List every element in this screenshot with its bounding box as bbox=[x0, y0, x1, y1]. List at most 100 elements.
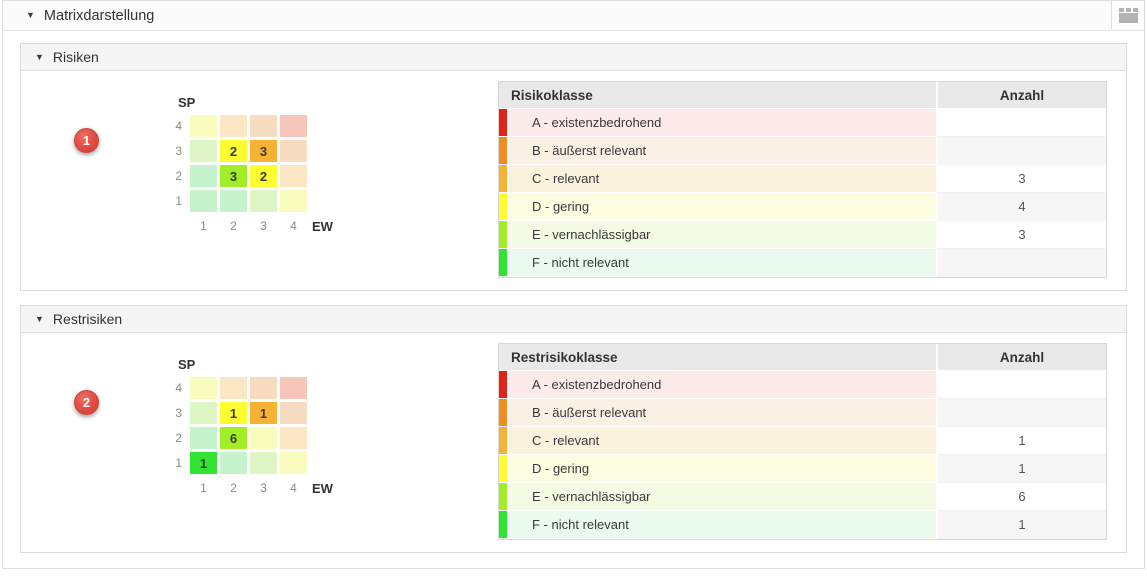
class-color-swatch bbox=[499, 249, 509, 276]
risk-class-header-cell: Restrisikoklasse bbox=[499, 344, 936, 371]
matrix-col-label: 1 bbox=[200, 481, 207, 495]
matrix-cell bbox=[250, 452, 277, 474]
count-cell bbox=[936, 249, 1106, 277]
table-zone: Restrisikoklasse Anzahl A - existenzbedr… bbox=[498, 343, 1107, 552]
matrix-cell bbox=[280, 190, 307, 212]
matrix-cell: 1 bbox=[250, 402, 277, 424]
marker-badge[interactable]: 2 bbox=[74, 390, 99, 415]
matrix-cell: 2 bbox=[220, 140, 247, 162]
matrix-cell bbox=[280, 377, 307, 399]
count-header-cell: Anzahl bbox=[936, 344, 1106, 371]
risk-class-cell: B - äußerst relevant bbox=[499, 137, 936, 165]
table-row: F - nicht relevant 1 bbox=[499, 511, 1106, 539]
matrix-cell bbox=[280, 165, 307, 187]
risk-table-body: A - existenzbedrohend B - äußerst relevan… bbox=[499, 371, 1106, 539]
matrix-col-label: 1 bbox=[200, 219, 207, 233]
risk-class-cell: D - gering bbox=[499, 455, 936, 483]
table-row: A - existenzbedrohend bbox=[499, 109, 1106, 137]
count-cell: 1 bbox=[936, 511, 1106, 539]
risk-class-header-cell: Risikoklasse bbox=[499, 82, 936, 109]
matrix-row-label: 2 bbox=[175, 431, 182, 445]
matrix-col-label: 3 bbox=[260, 219, 267, 233]
count-cell bbox=[936, 371, 1106, 399]
panel-collapse-header[interactable]: ▼ Risiken bbox=[21, 44, 1126, 71]
panel-layout-icon bbox=[1118, 8, 1138, 23]
matrix-col-label: 2 bbox=[230, 219, 237, 233]
matrix-cell bbox=[280, 140, 307, 162]
risk-class-cell: A - existenzbedrohend bbox=[499, 109, 936, 137]
matrix-cell: 1 bbox=[220, 402, 247, 424]
section-collapse-header[interactable]: ▼ Matrixdarstellung bbox=[3, 1, 1111, 30]
panel-body: 1 SP 4 3 2 3 2 3 2 1 1 2 3 4 EW Risikoklasse Anzahl … bbox=[21, 71, 1126, 290]
matrix-row-label: 4 bbox=[175, 381, 182, 395]
matrix-col-label: 3 bbox=[260, 481, 267, 495]
count-header-cell: Anzahl bbox=[936, 82, 1106, 109]
matrix-col-label: 4 bbox=[290, 219, 297, 233]
matrix-cell bbox=[190, 377, 217, 399]
matrix-cell bbox=[190, 427, 217, 449]
matrix-col-label: 4 bbox=[290, 481, 297, 495]
class-color-swatch bbox=[499, 109, 509, 136]
risk-class-cell: E - vernachlässigbar bbox=[499, 221, 936, 249]
app-header: ▼ Matrixdarstellung bbox=[3, 1, 1144, 31]
class-color-swatch bbox=[499, 399, 509, 426]
matrix-cell: 1 bbox=[190, 452, 217, 474]
matrix-col-label: 2 bbox=[230, 481, 237, 495]
table-row: B - äußerst relevant bbox=[499, 399, 1106, 427]
matrix-row-label: 1 bbox=[175, 456, 182, 470]
class-color-swatch bbox=[499, 137, 509, 164]
matrix-grid: 4 3 1 1 2 6 1 1 1 2 3 4 EW bbox=[165, 377, 340, 499]
matrix-cell bbox=[220, 452, 247, 474]
risk-matrix: SP 4 3 2 3 2 3 2 1 1 2 3 4 EW bbox=[165, 95, 340, 237]
class-color-swatch bbox=[499, 427, 509, 454]
matrix-cell: 2 bbox=[250, 165, 277, 187]
matrix-cell bbox=[250, 115, 277, 137]
matrix-row-label: 3 bbox=[175, 144, 182, 158]
count-cell: 3 bbox=[936, 165, 1106, 193]
table-row: F - nicht relevant bbox=[499, 249, 1106, 277]
risk-class-cell: D - gering bbox=[499, 193, 936, 221]
matrix-cell bbox=[220, 115, 247, 137]
risk-table: Restrisikoklasse Anzahl A - existenzbedr… bbox=[498, 343, 1107, 540]
matrix-cell bbox=[190, 165, 217, 187]
matrix-cell bbox=[190, 190, 217, 212]
table-row: E - vernachlässigbar 6 bbox=[499, 483, 1106, 511]
count-cell: 6 bbox=[936, 483, 1106, 511]
matrix-row-label: 4 bbox=[175, 119, 182, 133]
matrix-cell bbox=[280, 452, 307, 474]
matrix-cell bbox=[250, 377, 277, 399]
matrix-cell bbox=[250, 190, 277, 212]
count-cell: 1 bbox=[936, 455, 1106, 483]
count-cell bbox=[936, 137, 1106, 165]
matrix-cell bbox=[280, 427, 307, 449]
layout-button[interactable] bbox=[1111, 1, 1144, 30]
matrix-cell: 3 bbox=[250, 140, 277, 162]
panel: ▼ Restrisiken 2 SP 4 3 1 1 2 6 1 1 1 2 3 4 EW Restri… bbox=[20, 305, 1127, 553]
matrix-y-axis-label: SP bbox=[178, 357, 196, 372]
risk-class-cell: B - äußerst relevant bbox=[499, 399, 936, 427]
matrix-zone: 2 SP 4 3 1 1 2 6 1 1 1 2 3 4 EW bbox=[21, 333, 498, 552]
count-cell: 4 bbox=[936, 193, 1106, 221]
class-color-swatch bbox=[499, 371, 509, 398]
table-row: A - existenzbedrohend bbox=[499, 371, 1106, 399]
class-color-swatch bbox=[499, 455, 509, 482]
risk-class-cell: A - existenzbedrohend bbox=[499, 371, 936, 399]
matrix-x-axis-label: EW bbox=[312, 218, 333, 234]
matrix-grid: 4 3 2 3 2 3 2 1 1 2 3 4 EW bbox=[165, 115, 340, 237]
matrix-row-label: 1 bbox=[175, 194, 182, 208]
class-color-swatch bbox=[499, 193, 509, 220]
count-cell bbox=[936, 109, 1106, 137]
count-cell: 1 bbox=[936, 427, 1106, 455]
panel-collapse-header[interactable]: ▼ Restrisiken bbox=[21, 306, 1126, 333]
section-title: Matrixdarstellung bbox=[43, 7, 155, 24]
class-color-swatch bbox=[499, 165, 509, 192]
risk-table: Risikoklasse Anzahl A - existenzbedrohen… bbox=[498, 81, 1107, 278]
table-row: C - relevant 3 bbox=[499, 165, 1106, 193]
matrix-cell bbox=[280, 402, 307, 424]
panel-title: Risiken bbox=[52, 49, 99, 65]
count-cell: 3 bbox=[936, 221, 1106, 249]
class-color-swatch bbox=[499, 483, 509, 510]
marker-badge[interactable]: 1 bbox=[74, 128, 99, 153]
table-row: B - äußerst relevant bbox=[499, 137, 1106, 165]
